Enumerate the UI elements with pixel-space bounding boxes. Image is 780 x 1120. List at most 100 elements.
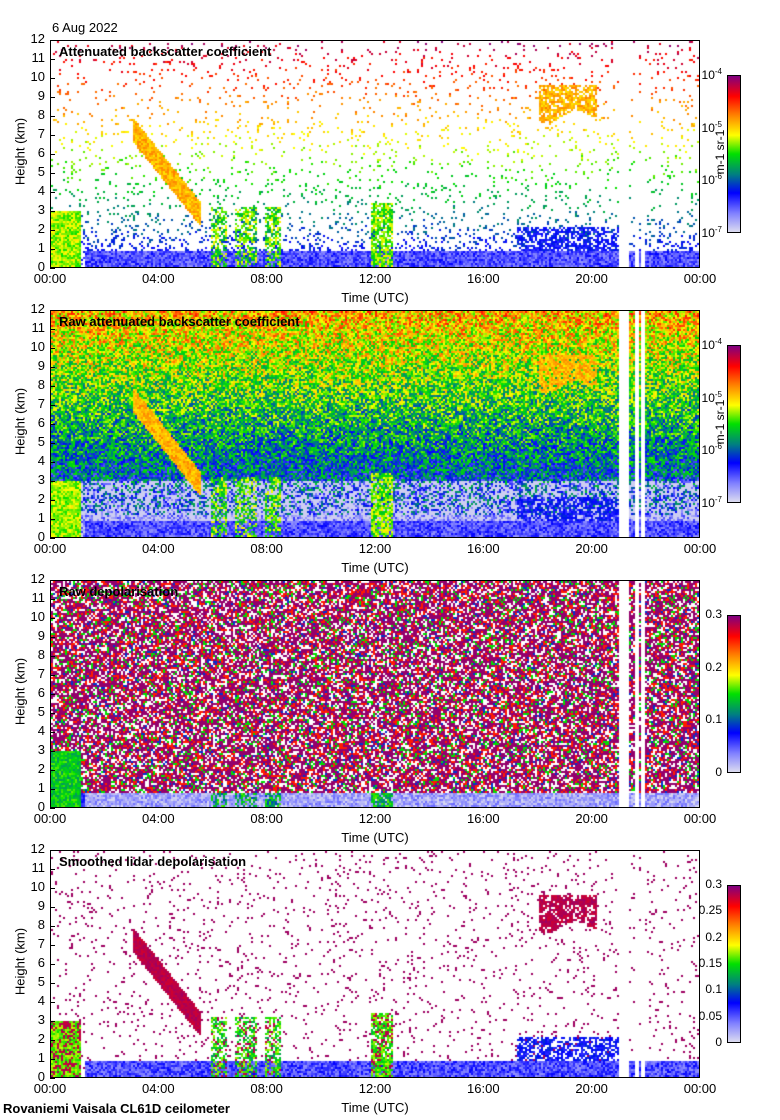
colorbar [727,615,741,773]
y-tick-mark [50,599,55,600]
y-tick-mark [50,538,55,539]
y-tick-label: 2 [37,491,45,506]
y-tick-mark [50,1002,55,1003]
x-tick-label: 08:00 [250,271,283,286]
y-tick-label: 5 [37,974,45,989]
y-tick-mark [50,964,55,965]
colorbar-tick-label: 0.2 [705,659,722,674]
y-tick-label: 9 [37,88,45,103]
colorbar-tick-label: 10-6 [701,442,722,458]
date-label: 6 Aug 2022 [52,20,118,35]
y-tick-mark [50,618,55,619]
colorbar-tick-label: 10-6 [701,172,722,188]
y-tick-label: 0 [37,799,45,814]
y-tick-label: 4 [37,993,45,1008]
y-tick-label: 4 [37,723,45,738]
panel-1: Attenuated backscatter coefficient 0 1 2 3 4 5… [0,31,780,310]
y-tick-mark [50,481,55,482]
y-tick-mark [50,211,55,212]
y-tick-label: 1 [37,1050,45,1065]
x-tick-label: 00:00 [683,541,717,556]
y-tick-label: 0 [37,259,45,274]
x-axis-label: Time (UTC) [341,830,409,845]
x-tick-label: 20:00 [575,1081,608,1096]
y-tick-label: 2 [37,761,45,776]
y-tick-mark [50,367,55,368]
y-tick-label: 8 [37,107,45,122]
y-tick-label: 5 [37,704,45,719]
panel-2: Raw attenuated backscatter coefficient 0 1… [0,301,780,580]
y-tick-mark [50,983,55,984]
y-tick-mark [50,192,55,193]
colorbar-tick-label: 10-5 [701,389,722,405]
colorbar-tick-label: 0.3 [705,607,722,621]
heatmap-canvas [51,581,699,807]
x-tick-label: 12:00 [358,541,392,556]
colorbar-unit: m-1 sr-1 [713,399,727,445]
y-tick-label: 6 [37,955,45,970]
y-tick-label: 5 [37,164,45,179]
y-tick-mark [50,1021,55,1022]
y-tick-mark [50,945,55,946]
panel-title: Attenuated backscatter coefficient [59,44,272,59]
y-tick-mark [50,519,55,520]
plot-area: Raw depolarisation [50,580,700,808]
x-tick-label: 08:00 [250,811,283,826]
y-tick-label: 1 [37,780,45,795]
x-tick-label: 16:00 [467,541,500,556]
y-tick-mark [50,462,55,463]
y-tick-label: 4 [37,453,45,468]
y-tick-mark [50,907,55,908]
y-tick-mark [50,348,55,349]
y-tick-mark [50,580,55,581]
y-axis-label: Height (km) [12,927,28,996]
panel-3: Raw depolarisation 0 1 2 3 4 5 6 7 8 9 10 11 12 00:00 0… [0,571,780,850]
x-tick-label: 12:00 [358,1081,392,1096]
y-tick-mark [50,770,55,771]
x-axis-label: Time (UTC) [341,290,409,305]
colorbar-tick-label: 0.3 [705,877,722,891]
colorbar-unit: m-1 sr-1 [713,129,727,175]
x-tick-label: 08:00 [250,1081,283,1096]
y-tick-mark [50,386,55,387]
x-tick-label: 00:00 [33,541,67,556]
colorbar-tick-label: 0.25 [698,903,722,918]
colorbar-tick-label: 10-7 [701,225,722,240]
y-tick-label: 8 [37,647,45,662]
y-tick-mark [50,249,55,250]
colorbar-tick-label: 0.1 [705,712,722,727]
y-tick-label: 10 [30,339,45,354]
y-tick-mark [50,424,55,425]
colorbar [727,75,741,233]
y-tick-mark [50,656,55,657]
x-tick-label: 00:00 [33,1081,67,1096]
y-tick-mark [50,230,55,231]
y-tick-label: 3 [37,472,45,487]
x-tick-label: 12:00 [358,811,392,826]
y-tick-label: 9 [37,628,45,643]
panel-title: Raw attenuated backscatter coefficient [59,314,300,329]
x-tick-label: 16:00 [467,811,500,826]
colorbar-tick-label: 0.15 [698,956,722,970]
y-tick-label: 3 [37,202,45,217]
panel-4: Smoothed lidar depolarisation 0 1 2 3 4 5 6 7 8 9 1… [0,841,780,1120]
colorbar [727,345,741,503]
colorbar-tick-label: 10-5 [701,119,722,135]
y-tick-label: 3 [37,742,45,757]
y-tick-mark [50,59,55,60]
y-tick-mark [50,694,55,695]
y-tick-mark [50,329,55,330]
y-tick-label: 8 [37,377,45,392]
y-tick-mark [50,888,55,889]
y-tick-label: 6 [37,415,45,430]
y-tick-mark [50,268,55,269]
y-tick-mark [50,173,55,174]
y-tick-mark [50,154,55,155]
y-tick-label: 12 [30,571,45,586]
x-tick-label: 16:00 [467,271,500,286]
y-tick-label: 7 [37,936,45,951]
colorbar-tick-label: 0 [715,1035,722,1049]
colorbar [727,885,741,1043]
y-tick-mark [50,443,55,444]
x-tick-label: 00:00 [683,811,717,826]
